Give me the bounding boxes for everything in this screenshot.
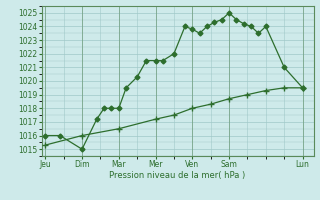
X-axis label: Pression niveau de la mer( hPa ): Pression niveau de la mer( hPa ) xyxy=(109,171,246,180)
